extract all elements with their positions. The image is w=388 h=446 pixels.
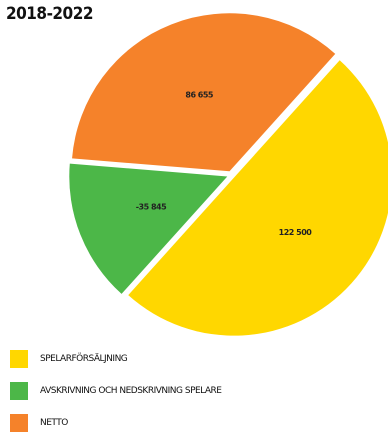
slice-spelarforsaljning-label: 122 500 <box>279 228 313 237</box>
slice-netto-label: 86 655 <box>185 90 214 99</box>
legend-item-spelarforsaljning: SPELARFÖRSÄLJNING <box>10 350 222 368</box>
slice-netto <box>72 13 336 172</box>
legend-swatch <box>10 414 28 432</box>
legend-label: NETTO <box>40 418 68 428</box>
slice-avskrivning-label: -35 845 <box>136 202 167 211</box>
slice-avskrivning <box>69 163 228 294</box>
slice-spelarforsaljning <box>128 60 388 336</box>
legend-swatch <box>10 350 28 368</box>
legend: SPELARFÖRSÄLJNING AVSKRIVNING OCH NEDSKR… <box>10 350 222 446</box>
legend-item-netto: NETTO <box>10 414 222 432</box>
pie-chart: 122 500 -35 845 86 655 <box>69 13 388 336</box>
legend-label: AVSKRIVNING OCH NEDSKRIVNING SPELARE <box>40 386 222 396</box>
legend-item-avskrivning: AVSKRIVNING OCH NEDSKRIVNING SPELARE <box>10 382 222 400</box>
legend-label: SPELARFÖRSÄLJNING <box>40 354 128 364</box>
chart-title: 2018-2022 <box>6 4 93 24</box>
legend-swatch <box>10 382 28 400</box>
